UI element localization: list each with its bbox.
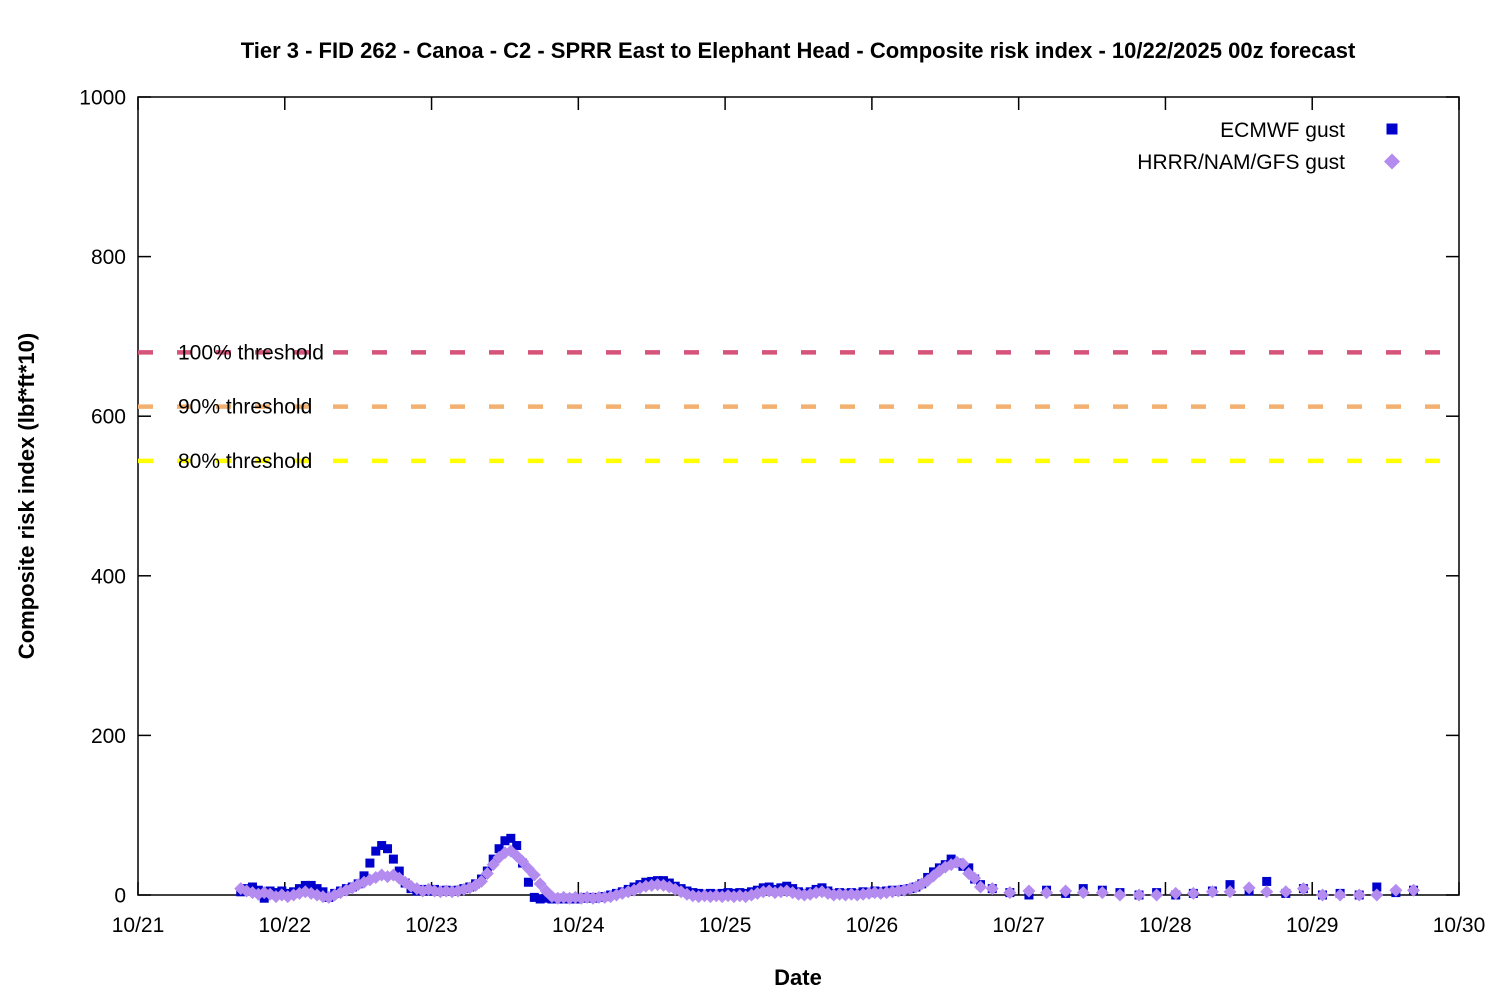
x-tick-label: 10/22 — [258, 914, 311, 937]
data-series — [234, 833, 1420, 905]
data-point — [1113, 888, 1127, 902]
threshold-label: 100% threshold — [178, 341, 324, 364]
chart-title: Tier 3 - FID 262 - Canoa - C2 - SPRR Eas… — [241, 38, 1356, 63]
data-point — [968, 871, 982, 885]
data-point — [383, 844, 393, 854]
plot-border — [137, 96, 1460, 896]
data-point — [1406, 883, 1420, 897]
legend-marker-square-icon — [1386, 123, 1398, 135]
data-point — [1095, 886, 1109, 900]
x-tick-label: 10/27 — [992, 914, 1045, 937]
data-point — [388, 854, 398, 864]
data-point — [480, 866, 494, 880]
data-point — [365, 858, 375, 868]
data-point — [394, 866, 404, 876]
data-point — [500, 836, 510, 846]
data-point — [1076, 886, 1090, 900]
legend-label-ecmwf: ECMWF gust — [1220, 119, 1345, 142]
data-point — [474, 874, 488, 888]
data-point — [1186, 886, 1200, 900]
data-point — [1003, 886, 1017, 900]
data-point — [1315, 888, 1329, 902]
data-point — [1132, 888, 1146, 902]
data-point — [527, 868, 541, 882]
x-axis-title: Date — [774, 965, 822, 990]
data-point — [506, 833, 516, 843]
series-hrrr-nam-gfs — [234, 844, 1420, 905]
data-point — [1022, 884, 1036, 898]
data-point — [1260, 885, 1274, 899]
y-tick-label: 600 — [91, 406, 126, 429]
data-point — [371, 846, 381, 856]
data-point — [541, 893, 551, 903]
y-tick-label: 1000 — [79, 87, 126, 110]
legend: ECMWF gust HRRR/NAM/GFS gust — [1137, 119, 1400, 174]
data-point — [306, 880, 316, 890]
data-point — [1059, 884, 1073, 898]
data-point — [1169, 886, 1183, 900]
data-point — [1352, 888, 1366, 902]
data-point — [1225, 880, 1235, 890]
x-tick-label: 10/28 — [1139, 914, 1192, 937]
data-point — [956, 857, 970, 871]
y-tick-label: 0 — [114, 885, 126, 908]
data-point — [377, 841, 387, 851]
x-tick-label: 10/30 — [1433, 914, 1486, 937]
x-tick-label: 10/23 — [405, 914, 458, 937]
data-point — [533, 877, 547, 891]
x-tick-label: 10/26 — [846, 914, 899, 937]
data-point — [535, 894, 545, 904]
data-point — [1333, 888, 1347, 902]
data-point — [523, 877, 533, 887]
data-point — [1205, 885, 1219, 899]
x-tick-label: 10/21 — [112, 914, 165, 937]
y-tick-label: 800 — [91, 246, 126, 269]
data-point — [1223, 885, 1237, 899]
data-point — [512, 841, 522, 851]
data-point — [494, 844, 504, 854]
data-point — [1296, 882, 1310, 896]
x-tick-label: 10/25 — [699, 914, 752, 937]
data-point — [1389, 883, 1403, 897]
data-point — [516, 854, 530, 868]
data-point — [1372, 882, 1382, 892]
tick-labels: 10/21 10/22 10/23 10/24 10/25 10/26 10/27 10/28… — [79, 87, 1485, 938]
data-point — [1150, 888, 1164, 902]
data-point — [1040, 886, 1054, 900]
data-point — [1242, 881, 1256, 895]
legend-marker-diamond-icon — [1384, 153, 1400, 170]
data-point — [1370, 888, 1384, 902]
x-tick-label: 10/24 — [552, 914, 605, 937]
legend-label-hrrr-nam-gfs: HRRR/NAM/GFS gust — [1137, 151, 1345, 174]
axis-ticks — [137, 96, 1460, 896]
data-point — [985, 882, 999, 896]
threshold-lines — [138, 350, 1459, 464]
data-point — [486, 858, 500, 872]
y-tick-label: 200 — [91, 725, 126, 748]
threshold-label: 80% threshold — [178, 450, 312, 473]
data-point — [974, 880, 988, 894]
threshold-labels: 100% threshold 90% threshold 80% threshold — [178, 341, 324, 473]
y-axis-title: Composite risk index (lbf*ft*10) — [14, 333, 39, 659]
data-point — [1262, 876, 1272, 886]
data-point — [1279, 885, 1293, 899]
data-point — [529, 892, 539, 902]
x-tick-label: 10/29 — [1286, 914, 1339, 937]
threshold-label: 90% threshold — [178, 396, 312, 419]
y-tick-label: 400 — [91, 565, 126, 588]
